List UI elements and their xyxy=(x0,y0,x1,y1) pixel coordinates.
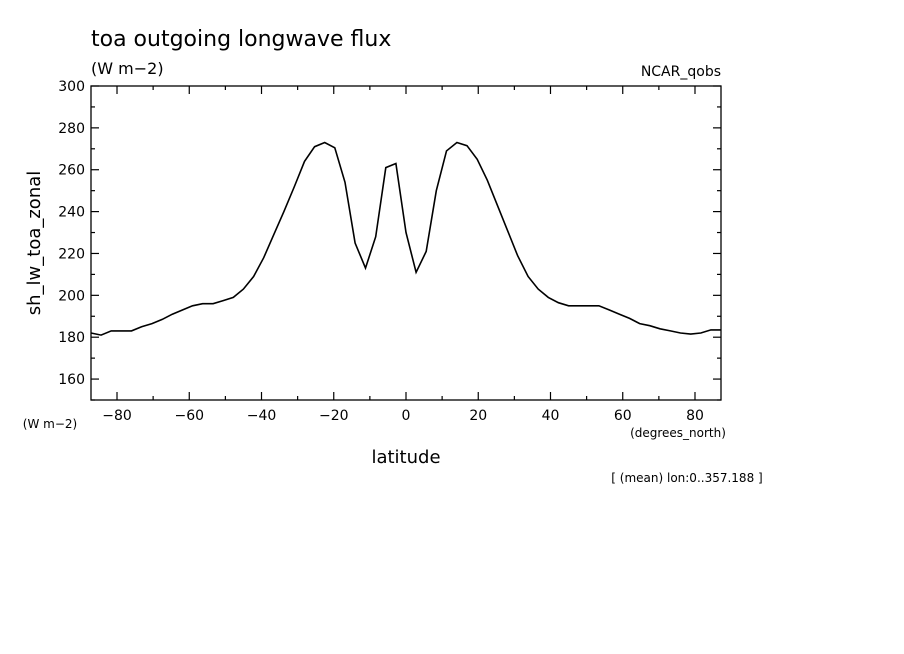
y-tick-label: 180 xyxy=(58,330,85,346)
x-tick-label: 60 xyxy=(614,408,632,424)
x-axis-label: latitude xyxy=(371,447,440,468)
series-line xyxy=(90,141,721,336)
source-label: NCAR_qobs xyxy=(641,64,721,80)
x-axis-units: (degrees_north) xyxy=(630,426,726,440)
footnote: [ (mean) lon:0..357.188 ] xyxy=(611,471,762,485)
y-tick-label: 160 xyxy=(58,372,85,388)
y-tick-label: 280 xyxy=(58,121,85,137)
y-tick-label: 260 xyxy=(58,163,85,179)
tick-marks xyxy=(91,85,721,401)
plot-frame xyxy=(90,85,722,401)
tick-labels: −80 −60 −40 −20 0 20 40 60 80 160 180 200 220 240 260 2… xyxy=(58,79,704,424)
x-tick-label: 80 xyxy=(686,408,704,424)
x-tick-label: 0 xyxy=(402,408,411,424)
x-tick-label: −40 xyxy=(247,408,277,424)
y-axis-label: sh_lw_toa_zonal xyxy=(24,171,45,316)
y-tick-label: 220 xyxy=(58,246,85,262)
y-tick-label: 200 xyxy=(58,288,85,304)
x-tick-label: 40 xyxy=(542,408,560,424)
y-axis-units: (W m−2) xyxy=(23,417,77,431)
x-tick-label: −60 xyxy=(174,408,204,424)
x-tick-label: 20 xyxy=(469,408,487,424)
x-tick-label: −20 xyxy=(319,408,349,424)
y-tick-label: 300 xyxy=(58,79,85,95)
y-tick-label: 240 xyxy=(58,205,85,221)
chart-subtitle: (W m−2) xyxy=(91,59,164,78)
chart-title: toa outgoing longwave flux xyxy=(91,27,391,52)
x-tick-label: −80 xyxy=(102,408,132,424)
